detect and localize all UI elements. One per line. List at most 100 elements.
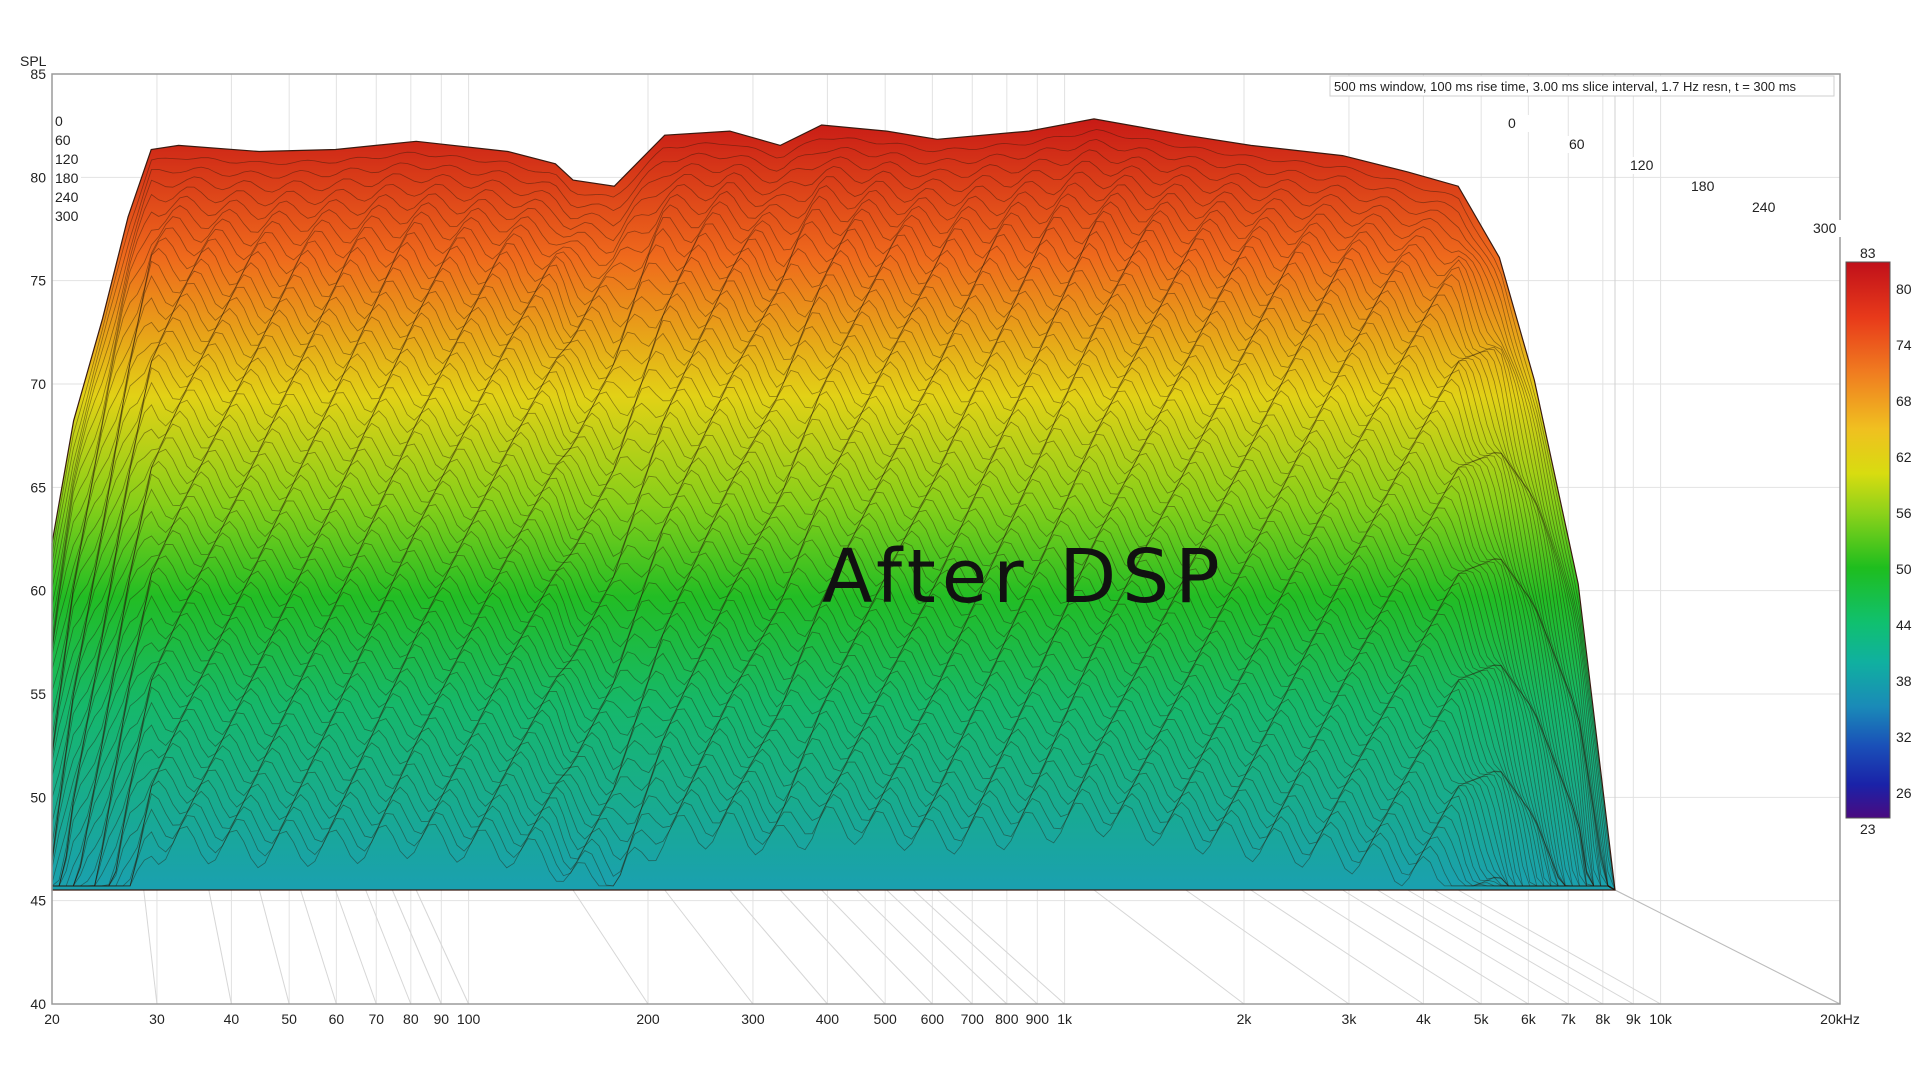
time-label-bg <box>53 170 81 186</box>
time-axis-label: 0 <box>1508 115 1516 131</box>
decay-slice <box>52 589 1616 891</box>
decay-slice <box>52 763 1616 891</box>
x-tick-label: 40 <box>224 1011 240 1027</box>
time-label-bg <box>1811 220 1843 237</box>
decay-slice <box>51 182 1616 891</box>
x-tick-label: 3k <box>1342 1011 1358 1027</box>
x-tick-label: 100 <box>457 1011 481 1027</box>
decay-slice <box>51 160 1616 891</box>
y-tick-label: 60 <box>30 583 46 599</box>
info-text: 500 ms window, 100 ms rise time, 3.00 ms… <box>1334 79 1797 94</box>
decay-slice <box>51 230 1616 891</box>
x-tick-label: 20 <box>44 1011 60 1027</box>
decay-slice <box>51 171 1616 891</box>
decay-slice <box>52 802 1616 891</box>
decay-slice <box>51 129 1616 891</box>
y-tick-label: 45 <box>30 893 46 909</box>
decay-slice <box>51 469 1616 891</box>
floor-line <box>936 889 1065 1005</box>
floor-line <box>664 889 754 1005</box>
decay-slice <box>52 741 1616 891</box>
x-tick-label: 5k <box>1474 1011 1490 1027</box>
x-tick-label: 30 <box>149 1011 165 1027</box>
y-tick-labels: 85 80 75 70 65 60 55 50 45 40 <box>30 66 46 1012</box>
decay-slice <box>51 242 1616 891</box>
color-scale-max: 83 <box>1860 245 1876 261</box>
decay-slice <box>51 221 1616 891</box>
floor-line <box>821 889 933 1005</box>
decay-slice <box>51 444 1616 891</box>
time-axis-label: 240 <box>1752 199 1776 215</box>
x-tick-label: 200 <box>636 1011 660 1027</box>
color-scale-tick: 62 <box>1896 449 1912 465</box>
floor-line <box>391 889 442 1005</box>
time-left-label: 60 <box>55 132 71 148</box>
color-scale-tick: 74 <box>1896 337 1912 353</box>
time-axis-label: 60 <box>1569 136 1585 152</box>
time-label-bg <box>53 208 81 224</box>
decay-slice <box>51 362 1616 891</box>
x-tick-label: 500 <box>873 1011 897 1027</box>
floor-line <box>208 889 232 1005</box>
floor-line <box>1301 889 1482 1005</box>
decay-slice <box>51 293 1616 891</box>
decay-slice <box>52 708 1616 891</box>
decay-slice <box>51 337 1616 891</box>
x-tick-labels: 20 30 40 50 60 70 80 90 100 200 300 400 500 600 700 800… <box>44 1011 1860 1027</box>
time-label-bg <box>1628 157 1660 174</box>
decay-slice <box>52 506 1616 891</box>
y-tick-label: 65 <box>30 479 46 495</box>
color-scale-tick: 50 <box>1896 561 1912 577</box>
info-box <box>1329 75 1835 97</box>
x-tick-label: 80 <box>403 1011 419 1027</box>
color-scale-tick: 32 <box>1896 729 1912 745</box>
decay-slice <box>51 410 1616 891</box>
time-left-label: 300 <box>55 208 79 224</box>
decay-slice <box>52 623 1616 891</box>
waterfall-surface <box>51 118 1616 891</box>
decay-slice <box>51 327 1616 891</box>
time-label-bg <box>1750 199 1782 216</box>
decay-slice <box>51 376 1616 891</box>
y-tick-label: 55 <box>30 686 46 702</box>
time-left-label: 240 <box>55 189 79 205</box>
y-axis-label: SPL <box>20 53 47 69</box>
decay-slice <box>51 201 1616 891</box>
time-left-label: 180 <box>55 170 79 186</box>
floor-line <box>365 889 412 1005</box>
x-tick-label: 50 <box>281 1011 297 1027</box>
color-scale-tick: 80 <box>1896 281 1912 297</box>
x-tick-label: 2k <box>1237 1011 1253 1027</box>
decay-slice <box>51 304 1616 891</box>
decay-slice <box>52 730 1616 891</box>
time-label-bg <box>53 151 81 167</box>
decay-slice <box>52 517 1616 891</box>
time-left-label: 120 <box>55 151 79 167</box>
x-tick-label: 60 <box>329 1011 345 1027</box>
time-label-bg <box>53 113 81 129</box>
floor-line <box>886 889 1008 1005</box>
decay-slice <box>51 192 1616 891</box>
y-tick-label: 75 <box>30 273 46 289</box>
x-tick-label: 6k <box>1521 1011 1537 1027</box>
decay-slice <box>51 455 1616 891</box>
floor-line <box>258 889 290 1005</box>
decay-slice <box>52 657 1616 891</box>
floor-line <box>1457 889 1661 1005</box>
decay-slice <box>51 388 1616 891</box>
time-left-label: 0 <box>55 113 63 129</box>
decay-slice <box>51 349 1616 891</box>
floor-line <box>300 889 337 1005</box>
time-axis-label: 180 <box>1691 178 1715 194</box>
y-tick-label: 70 <box>30 376 46 392</box>
floor-line <box>1250 889 1424 1005</box>
floor-line <box>143 889 158 1005</box>
axes <box>51 73 1841 1005</box>
x-tick-label: 9k <box>1626 1011 1642 1027</box>
time-label-bg <box>1689 178 1721 195</box>
x-tick-label: 10k <box>1649 1011 1673 1027</box>
color-scale-tick: 26 <box>1896 785 1912 801</box>
x-tick-label: 900 <box>1026 1011 1050 1027</box>
x-tick-label: 20kHz <box>1820 1011 1860 1027</box>
